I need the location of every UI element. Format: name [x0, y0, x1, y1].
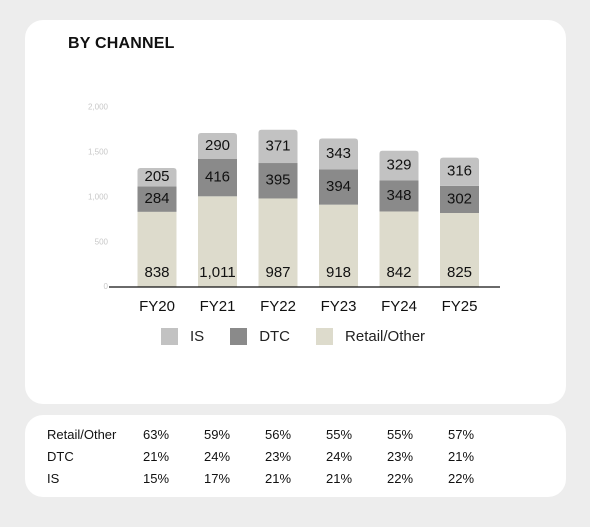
- table-cell: 21%: [143, 448, 170, 464]
- bar-segment-is: [440, 157, 479, 186]
- bar-segment-retail-other: [379, 211, 419, 287]
- table-cell: 55%: [326, 426, 353, 442]
- x-tick-label: FY21: [200, 298, 236, 315]
- table-cell: 24%: [204, 448, 231, 464]
- bar-segment-dtc: [319, 169, 358, 205]
- table-cell: 22%: [387, 470, 414, 486]
- data-label: 348: [386, 187, 411, 204]
- data-label: 987: [265, 264, 290, 281]
- data-label: 1,011: [199, 264, 235, 281]
- legend-swatch: [230, 327, 248, 345]
- table-cell: 21%: [448, 448, 475, 464]
- table-row: DTC 21% 24% 23% 24% 23% 21%: [47, 445, 509, 467]
- stacked-bar-chart: 0 500 1,000 1,500 2,000 838 284 205 FY20 1,011 416…: [88, 103, 500, 315]
- table-cell: 21%: [265, 470, 292, 486]
- legend-label: IS: [190, 327, 205, 345]
- bar-segment-dtc: [440, 185, 479, 213]
- y-tick-label: 0: [104, 282, 109, 291]
- table-row: IS 15% 17% 21% 21% 22% 22%: [47, 467, 509, 489]
- data-label: 205: [144, 168, 169, 185]
- bar-segment-is: [137, 167, 177, 187]
- data-label: 343: [326, 145, 351, 162]
- chart-legend: IS DTC Retail/Other: [161, 326, 451, 346]
- data-label: 290: [205, 137, 230, 154]
- legend-swatch: [161, 327, 178, 345]
- data-label: 302: [447, 190, 472, 207]
- y-tick-label: 1,500: [88, 148, 109, 157]
- table-cell: 15%: [143, 470, 170, 486]
- bar-group-fy25: 825 302 316: [440, 157, 479, 287]
- data-label: 371: [265, 137, 290, 154]
- share-table: Retail/Other 63% 59% 56% 55% 55% 57% DTC 21% 24% 2…: [47, 423, 509, 489]
- row-label: IS: [47, 470, 60, 486]
- legend-swatch: [316, 327, 334, 345]
- legend-item-dtc: DTC: [230, 327, 291, 345]
- data-label: 825: [447, 264, 472, 281]
- table-row: Retail/Other 63% 59% 56% 55% 55% 57%: [47, 423, 509, 445]
- x-tick-label: FY25: [442, 298, 478, 315]
- data-label: 918: [326, 264, 351, 281]
- bar-segment-dtc: [258, 163, 298, 199]
- bar-segment-is: [319, 138, 358, 170]
- bar-segment-retail-other: [198, 196, 237, 287]
- table-cell: 21%: [326, 470, 353, 486]
- x-tick-label: FY22: [260, 298, 296, 315]
- y-tick-label: 1,000: [88, 192, 109, 201]
- legend-item-is: IS: [161, 327, 205, 345]
- bar-segment-retail-other: [258, 198, 298, 287]
- bar-segment-retail-other: [137, 211, 177, 287]
- legend-item-retail-other: Retail/Other: [316, 327, 426, 345]
- table-cell: 56%: [265, 426, 292, 442]
- legend-label: Retail/Other: [345, 327, 426, 345]
- x-tick-label: FY23: [321, 298, 357, 315]
- bar-group-fy23: 918 394 343: [319, 138, 358, 287]
- data-label: 842: [386, 264, 411, 281]
- table-cell: 63%: [143, 426, 170, 442]
- share-table-card: Retail/Other 63% 59% 56% 55% 55% 57% DTC 21% 24% 2…: [25, 415, 566, 497]
- bar-segment-is: [198, 132, 237, 159]
- data-label: 838: [144, 264, 169, 281]
- bar-group-fy24: 842 348 329: [379, 150, 419, 287]
- bar-segment-is: [258, 129, 298, 164]
- bar-segment-is: [379, 150, 419, 181]
- row-label: Retail/Other: [47, 426, 117, 442]
- bar-segment-retail-other: [440, 212, 479, 287]
- chart-title: BY CHANNEL: [68, 35, 175, 52]
- y-tick-label: 500: [95, 237, 109, 246]
- table-cell: 57%: [448, 426, 475, 442]
- bar-segment-dtc: [198, 158, 237, 197]
- row-label: DTC: [47, 448, 74, 464]
- table-cell: 55%: [387, 426, 414, 442]
- bar-segment-dtc: [379, 180, 419, 212]
- data-label: 316: [447, 163, 472, 180]
- data-label: 284: [144, 190, 169, 207]
- chart-card: BY CHANNEL 0 500 1,000 1,500 2,000 838 284 205 F…: [25, 20, 566, 404]
- data-label: 395: [265, 172, 290, 189]
- table-cell: 17%: [204, 470, 231, 486]
- table-cell: 22%: [448, 470, 475, 486]
- bar-group-fy21: 1,011 416 290: [198, 132, 237, 287]
- bar-group-fy20: 838 284 205: [137, 167, 177, 287]
- table-cell: 23%: [265, 448, 292, 464]
- table-cell: 59%: [204, 426, 231, 442]
- x-tick-label: FY20: [139, 298, 175, 315]
- data-label: 329: [386, 156, 411, 173]
- bar-group-fy22: 987 395 371: [258, 129, 298, 287]
- bar-segment-retail-other: [319, 204, 358, 287]
- legend-label: DTC: [259, 327, 291, 345]
- table-cell: 24%: [326, 448, 353, 464]
- y-tick-label: 2,000: [88, 103, 109, 112]
- table-cell: 23%: [387, 448, 414, 464]
- data-label: 394: [326, 178, 351, 195]
- data-label: 416: [205, 169, 230, 186]
- x-tick-label: FY24: [381, 298, 417, 315]
- bar-segment-dtc: [137, 186, 177, 212]
